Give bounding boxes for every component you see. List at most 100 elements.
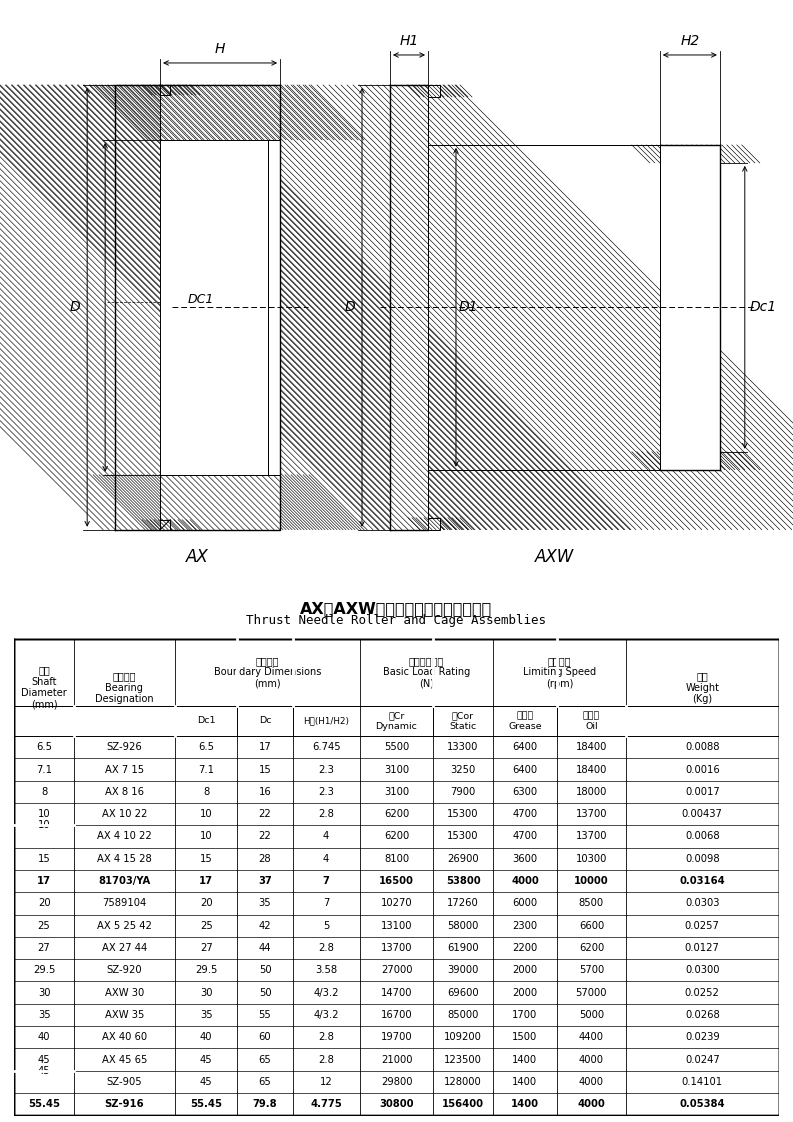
Text: 29800: 29800 [381,1077,412,1087]
Text: Thrust Needle Roller and Cage Assemblies: Thrust Needle Roller and Cage Assemblies [247,615,546,627]
Text: 0.0098: 0.0098 [685,854,719,864]
Bar [428,517,440,530]
Text: 45: 45 [200,1055,213,1065]
Text: 65: 65 [259,1055,271,1065]
Text: 7: 7 [323,876,330,886]
Text: 29.5: 29.5 [195,965,217,975]
Text: 10: 10 [200,831,213,842]
Text: AX 27 44: AX 27 44 [102,942,147,953]
Text: 2.3: 2.3 [318,787,334,797]
Text: 29.5: 29.5 [33,965,56,975]
Text: 0.0127: 0.0127 [685,942,720,953]
Text: 50: 50 [259,965,271,975]
Text: 4400: 4400 [579,1032,604,1042]
Text: 0.0068: 0.0068 [685,831,719,842]
Text: 6200: 6200 [384,809,409,819]
Text: SZ-905: SZ-905 [106,1077,142,1087]
Text: 轴承代号
Bearing
Designation: 轴承代号 Bearing Designation [95,671,154,705]
Text: 45: 45 [38,1055,51,1065]
Text: D: D [70,301,80,314]
Text: 0.0239: 0.0239 [685,1032,720,1042]
Text: 55.45: 55.45 [28,1100,60,1110]
Text: 5: 5 [323,921,329,930]
Text: AX 4 10 22: AX 4 10 22 [97,831,151,842]
Text: 6400: 6400 [512,764,538,774]
Text: 13100: 13100 [381,921,412,930]
Text: AX 5 25 42: AX 5 25 42 [97,921,151,930]
Text: 7.1: 7.1 [198,764,214,774]
Text: 30: 30 [38,987,50,997]
Text: 4000: 4000 [577,1100,605,1110]
Text: 17: 17 [199,876,213,886]
Text: 2.8: 2.8 [318,942,334,953]
Text: 27: 27 [38,942,51,953]
Text: 69600: 69600 [447,987,479,997]
Text: 0.0088: 0.0088 [685,743,719,752]
Text: 156400: 156400 [442,1100,484,1110]
Text: 基本额定负荷
Basic Load Rating
(N): 基本额定负荷 Basic Load Rating (N) [383,655,470,689]
Text: 4700: 4700 [512,809,538,819]
Text: AXW 35: AXW 35 [105,1010,144,1020]
Text: 6.5: 6.5 [198,743,214,752]
Text: 39000: 39000 [447,965,479,975]
Text: 20: 20 [38,899,51,909]
Text: 15300: 15300 [447,809,479,819]
Text: 60: 60 [259,1032,271,1042]
Text: 0.0257: 0.0257 [685,921,720,930]
Text: 6200: 6200 [384,831,409,842]
Text: SZ-920: SZ-920 [106,965,142,975]
Text: 22: 22 [259,831,271,842]
Text: 10270: 10270 [381,899,412,909]
Bar [428,85,440,96]
Bar [390,85,428,530]
Text: Dc1: Dc1 [750,301,777,314]
Text: 13300: 13300 [447,743,479,752]
Text: 128000: 128000 [444,1077,482,1087]
Text: 1700: 1700 [512,1010,538,1020]
Text: 61900: 61900 [447,942,479,953]
Text: 14700: 14700 [381,987,412,997]
Bar [268,140,280,475]
Text: 4: 4 [323,831,329,842]
Text: 1400: 1400 [511,1100,539,1110]
Text: SZ-926: SZ-926 [106,743,142,752]
Text: 4000: 4000 [511,876,538,886]
Text: 13700: 13700 [576,831,607,842]
Text: 15: 15 [38,854,51,864]
Text: 30: 30 [200,987,213,997]
Text: 0.0303: 0.0303 [685,899,719,909]
Text: DC1: DC1 [188,293,214,306]
Text: 7589104: 7589104 [102,899,147,909]
Text: 油润滑
Oil: 油润滑 Oil [583,711,600,730]
Text: 15: 15 [259,764,271,774]
Text: AX: AX [186,548,209,565]
Text: 15: 15 [200,854,213,864]
Text: 4/3.2: 4/3.2 [313,1010,339,1020]
Text: AXW 30: AXW 30 [105,987,144,997]
Text: 动Cr
Dynamic: 动Cr Dynamic [376,711,417,730]
Text: 25: 25 [38,921,51,930]
Text: 27: 27 [200,942,213,953]
Text: 1500: 1500 [512,1032,538,1042]
Text: 6400: 6400 [512,743,538,752]
Bar [160,519,170,530]
Text: 2000: 2000 [512,987,538,997]
Text: 25: 25 [200,921,213,930]
Text: 3100: 3100 [384,764,409,774]
Text: H、(H1/H2): H、(H1/H2) [303,717,349,726]
Text: 4700: 4700 [512,831,538,842]
Text: 13700: 13700 [576,809,607,819]
Bar [660,145,720,470]
Text: 0.05384: 0.05384 [680,1100,725,1110]
Text: Dc1: Dc1 [197,717,216,726]
Text: 0.0247: 0.0247 [685,1055,720,1065]
Text: 2.8: 2.8 [318,1055,334,1065]
Text: 16: 16 [259,787,271,797]
Text: 6300: 6300 [512,787,538,797]
Bar [160,85,170,95]
Text: 0.00437: 0.00437 [682,809,722,819]
Text: 10000: 10000 [574,876,609,886]
Text: 4000: 4000 [579,1055,604,1065]
Text: D1: D1 [459,301,478,314]
Text: 2.8: 2.8 [318,809,334,819]
